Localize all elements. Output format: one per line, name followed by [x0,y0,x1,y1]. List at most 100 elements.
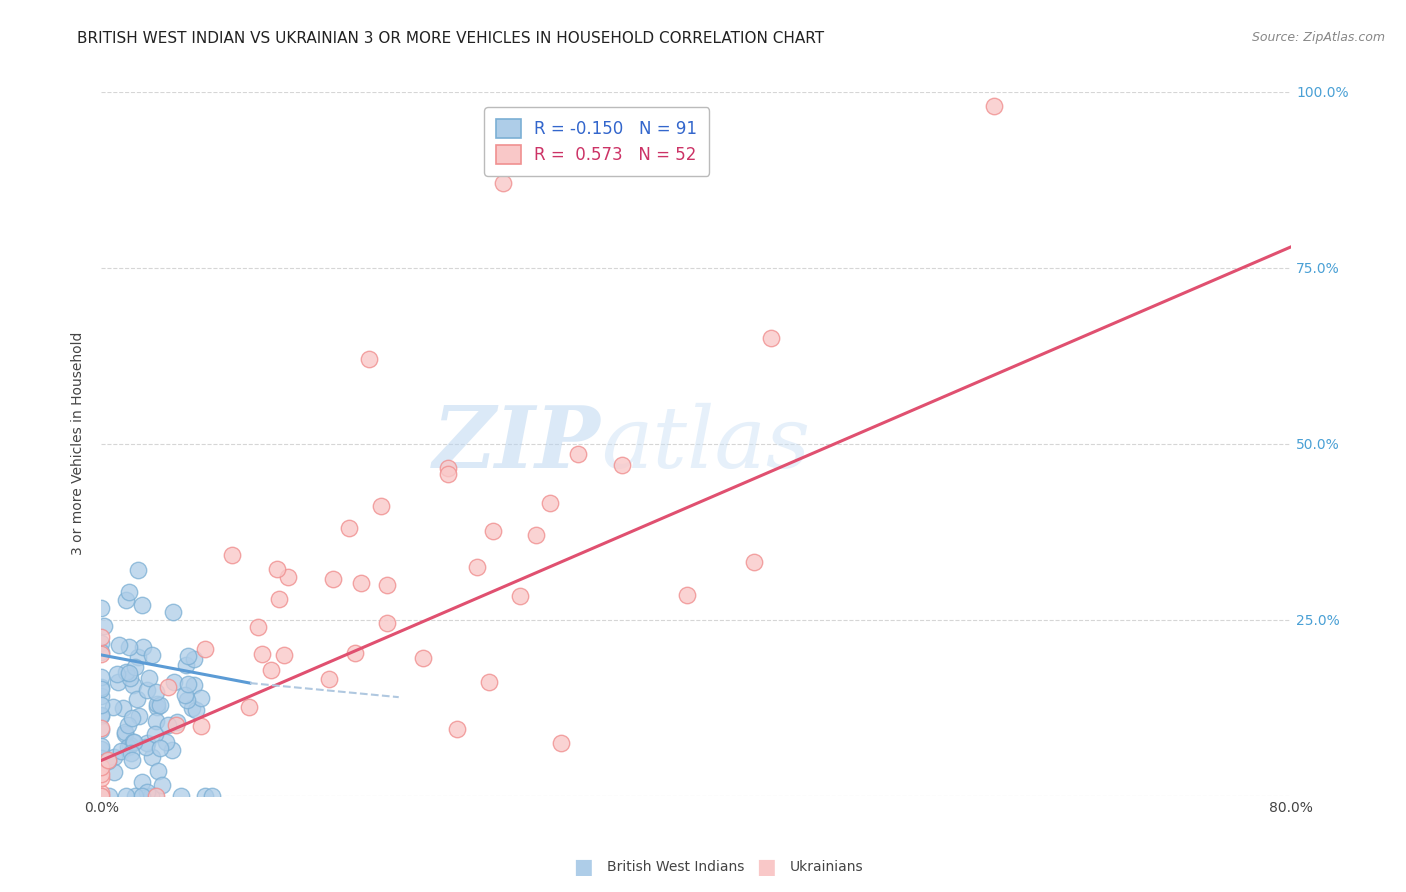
Point [138,671,160,685]
Point [141,750,163,764]
Point [90,681,112,695]
Point [120,738,142,752]
Point [90,698,112,713]
Point [90,789,112,803]
Point [266,562,288,576]
Point [136,683,159,698]
Point [194,642,217,657]
Point [983,99,1005,113]
Point [337,521,360,535]
Point [90,789,112,803]
Point [238,700,260,714]
Point [127,563,149,577]
Point [375,616,398,631]
Point [107,674,129,689]
Point [149,740,172,755]
Point [174,688,197,702]
Point [90,767,112,781]
Point [120,746,142,760]
Point [115,789,138,803]
Point [90,645,112,659]
Point [412,650,434,665]
Point [128,709,150,723]
Point [165,718,187,732]
Point [567,447,589,461]
Point [90,670,112,684]
Point [437,460,460,475]
Point [114,724,136,739]
Point [201,789,224,803]
Point [90,648,112,662]
Point [446,722,468,736]
Point [181,701,204,715]
Point [93,618,115,632]
Point [127,649,149,664]
Point [759,331,782,345]
Point [157,681,180,695]
Point [174,657,197,672]
Point [103,750,125,764]
Point [146,764,169,778]
Point [145,714,167,728]
Point [132,640,155,654]
Point [131,598,153,612]
Point [118,585,141,599]
Text: Source: ZipAtlas.com: Source: ZipAtlas.com [1251,31,1385,45]
Point [675,588,697,602]
Point [90,636,112,650]
Point [121,753,143,767]
Point [146,697,169,711]
Point [145,685,167,699]
Point [114,665,136,679]
Point [90,631,112,645]
Point [97,754,120,768]
Point [318,672,340,686]
Point [97,755,120,769]
Point [162,674,184,689]
Point [143,726,166,740]
Point [321,572,343,586]
Point [90,751,112,765]
Point [117,718,139,732]
Point [90,721,112,735]
Point [131,775,153,789]
Text: atlas: atlas [600,402,810,485]
Text: ■: ■ [574,857,593,877]
Point [156,718,179,732]
Point [136,735,159,749]
Text: ZIP: ZIP [433,402,600,485]
Point [176,692,198,706]
Point [90,739,112,753]
Point [250,648,273,662]
Point [492,177,515,191]
Point [186,703,208,717]
Text: ■: ■ [756,857,776,877]
Point [166,714,188,729]
Text: British West Indians: British West Indians [607,860,745,874]
Point [121,678,143,692]
Point [90,759,112,773]
Point [155,735,177,749]
Point [90,723,112,737]
Point [90,707,112,722]
Point [114,727,136,741]
Point [350,576,373,591]
Point [90,771,112,785]
Point [482,524,505,538]
Point [152,778,174,792]
Point [550,736,572,750]
Point [149,698,172,713]
Point [436,467,458,481]
Point [115,593,138,607]
Point [183,652,205,666]
Point [221,548,243,562]
Point [247,619,270,633]
Point [170,789,193,803]
Point [273,648,295,662]
Legend: R = -0.150   N = 91, R =  0.573   N = 52: R = -0.150 N = 91, R = 0.573 N = 52 [485,107,709,176]
Point [538,496,561,510]
Point [101,700,124,714]
Point [160,743,183,757]
Point [145,789,167,803]
Point [524,528,547,542]
